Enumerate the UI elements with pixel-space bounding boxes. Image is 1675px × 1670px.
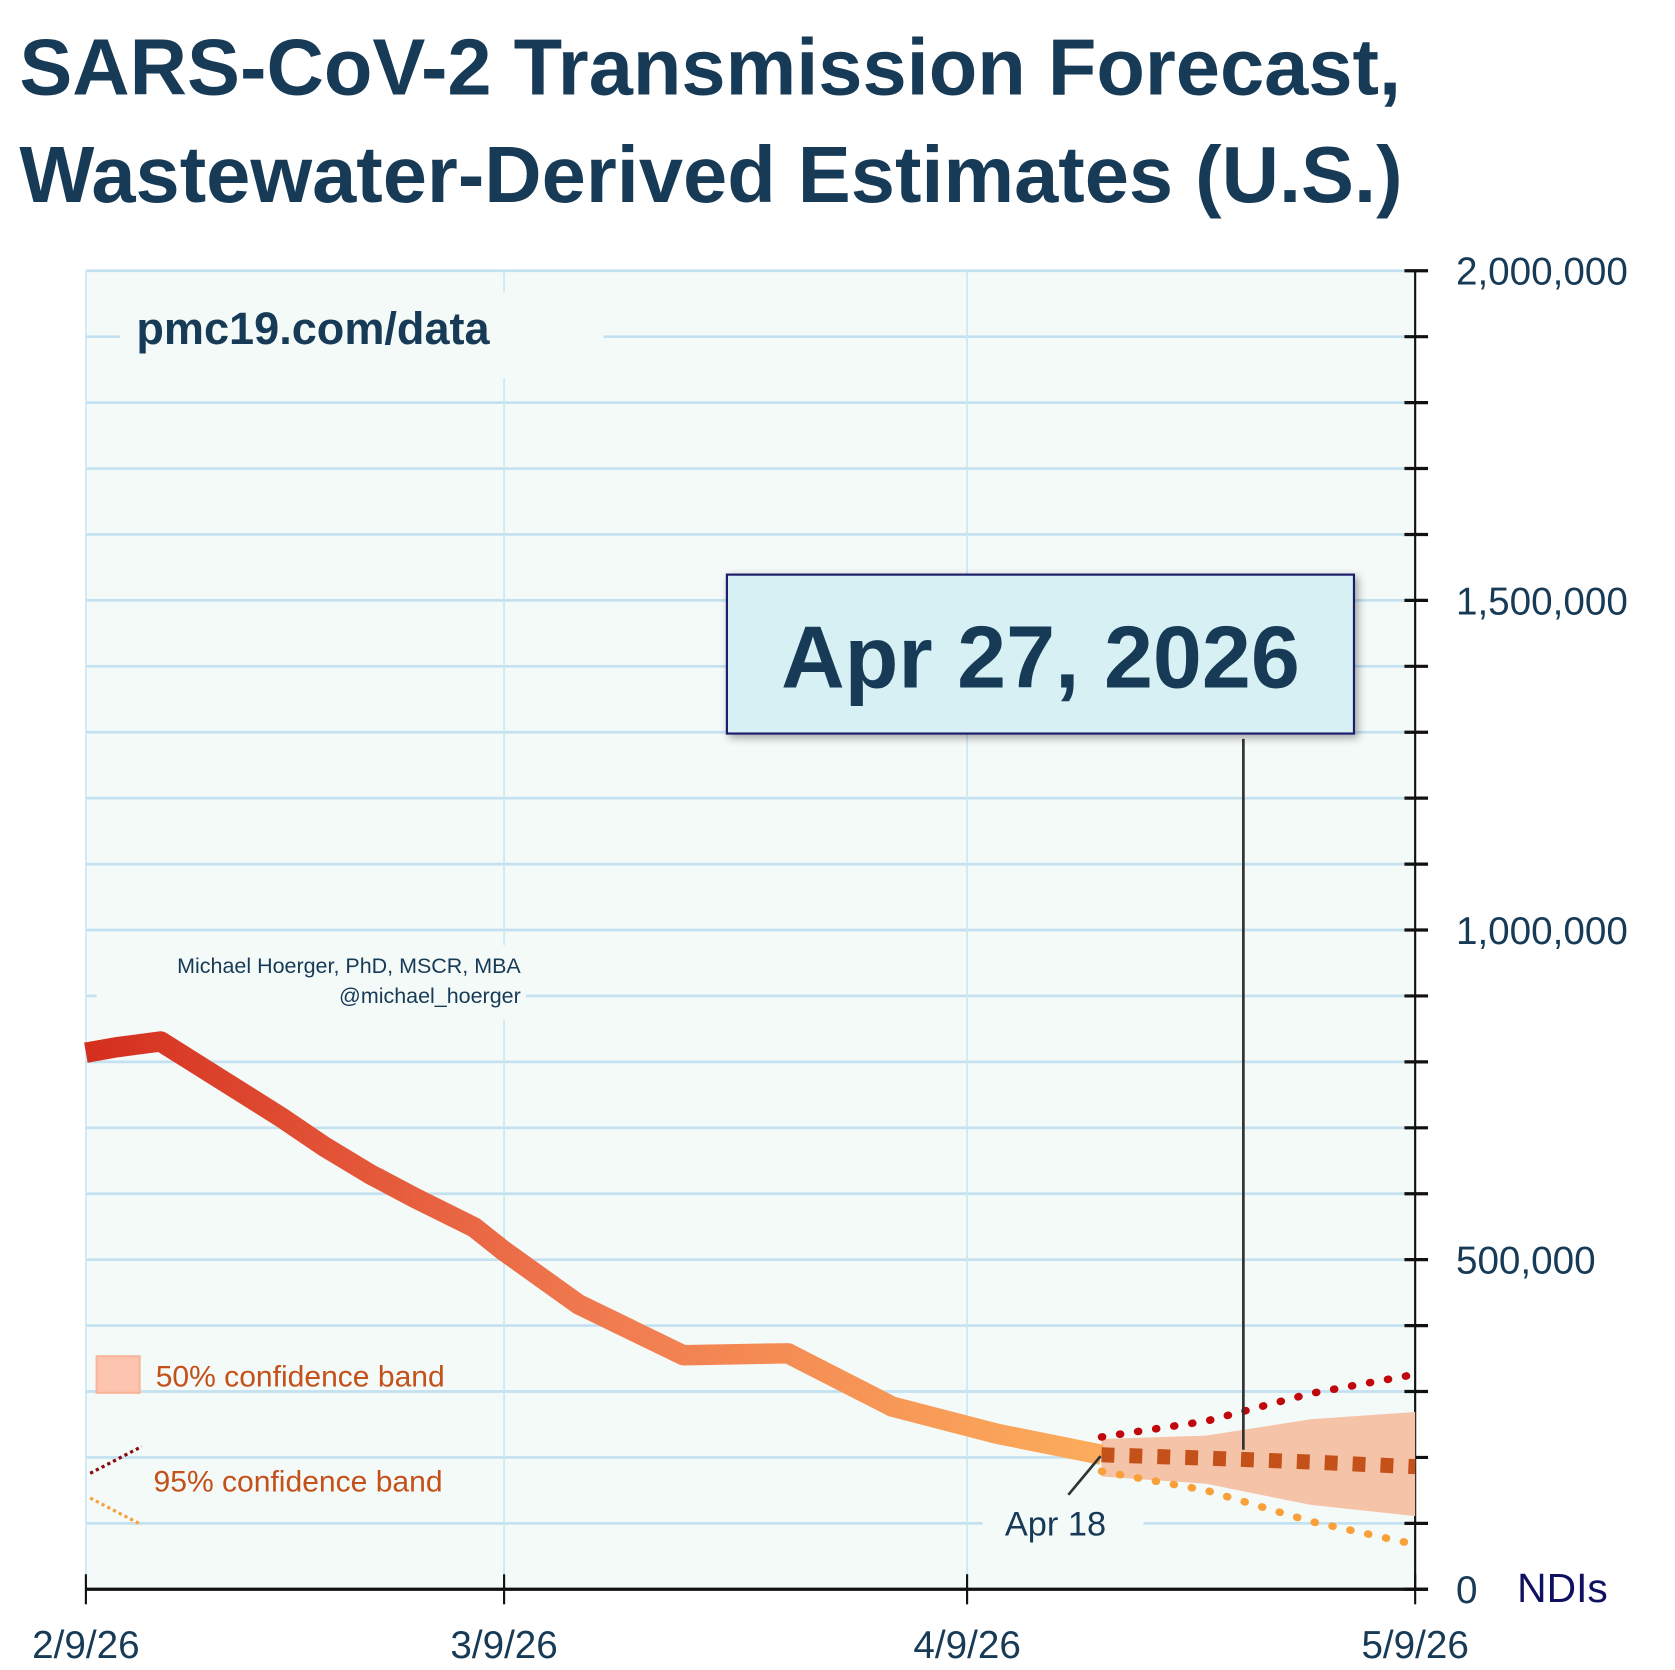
series [84, 1031, 1419, 1549]
y-tick-label: 1,500,000 [1456, 580, 1628, 623]
legend-label-95: 95% confidence band [154, 1466, 443, 1499]
watermark-bg [120, 292, 604, 379]
band-50 [1101, 1411, 1416, 1517]
x-tick-label: 2/9/26 [32, 1624, 139, 1667]
y-axis-label: NDIs [1517, 1565, 1608, 1611]
y-tick-label: 1,000,000 [1456, 910, 1628, 953]
forecast-start-label: Apr 18 [1005, 1506, 1106, 1544]
legend-swatch-50 [95, 1355, 141, 1394]
chart-title-line1: SARS-CoV-2 Transmission Forecast, [19, 23, 1401, 112]
callout-box [725, 573, 1356, 735]
y-tick-label: 0 [1456, 1569, 1478, 1612]
y-tick-label: 2,000,000 [1456, 251, 1628, 294]
y-tick-label: 500,000 [1456, 1240, 1596, 1283]
x-tick-label: 5/9/26 [1361, 1624, 1468, 1667]
forecast-start-bg [982, 1503, 1144, 1547]
author-name: Michael Hoerger, PhD, MSCR, MBA [177, 954, 521, 978]
x-tick-label: 3/9/26 [450, 1624, 557, 1667]
x-tick-label: 4/9/26 [913, 1624, 1020, 1667]
watermark: pmc19.com/data [136, 303, 490, 354]
author-bg [96, 945, 527, 1021]
observed-line [84, 1031, 1104, 1465]
chart-title-line2: Wastewater-Derived Estimates (U.S.) [19, 130, 1402, 219]
band-95-upper [1097, 1370, 1419, 1441]
forecast-median [1101, 1447, 1416, 1475]
author-handle: @michael_hoerger [339, 984, 521, 1008]
callout-date: Apr 27, 2026 [781, 607, 1300, 706]
band-95-lower [1097, 1467, 1419, 1549]
forecast-start-pointer [1067, 1455, 1102, 1496]
legend-label-50: 50% confidence band [156, 1360, 445, 1393]
axes: 2/9/26 3/9/26 4/9/26 5/9/26 0 500,000 1,000,00… [32, 251, 1628, 1667]
